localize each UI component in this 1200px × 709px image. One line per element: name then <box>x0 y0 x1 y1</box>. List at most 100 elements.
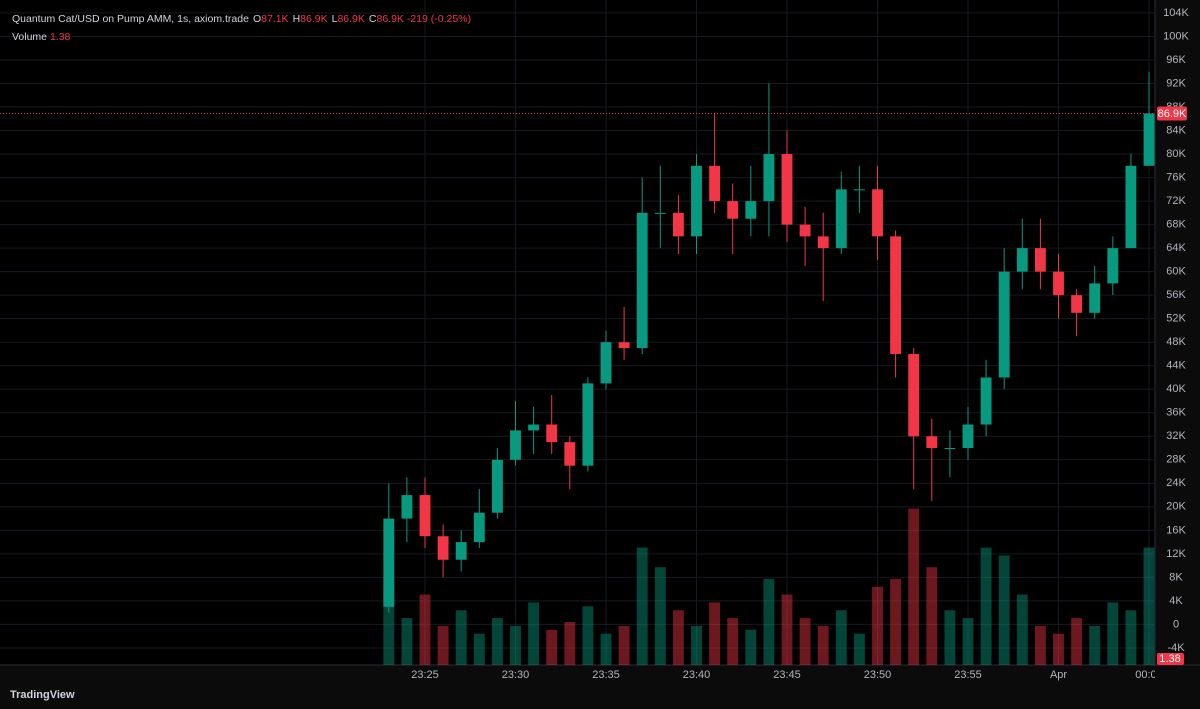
candle-body <box>1143 113 1155 166</box>
y-tick-label: 80K <box>1166 148 1186 160</box>
candle-body <box>1071 295 1083 313</box>
candle-body <box>672 212 684 237</box>
axes: -4K 0 4K 8K 12K 16K 20K 24K 28K 32K 36K 40K 44K 48K 52… <box>1157 7 1190 665</box>
y-tick-label: 76K <box>1166 171 1186 183</box>
volume-bar <box>564 621 576 665</box>
y-tick-label: 52K <box>1166 313 1186 325</box>
candle-body <box>709 165 721 202</box>
y-tick-label: 56K <box>1166 289 1186 301</box>
volume-bar <box>1089 625 1101 665</box>
volume-bar <box>618 625 630 665</box>
candle-body <box>401 495 413 519</box>
last-price-badge <box>1157 106 1187 121</box>
volume-bar <box>636 547 648 665</box>
volume-bar <box>1053 633 1064 665</box>
candle-body <box>691 165 702 237</box>
y-tick-label: 44K <box>1166 360 1186 372</box>
volume-bar <box>1143 547 1155 665</box>
y-tick-label: 84K <box>1166 124 1186 136</box>
x-tick-label: 23:55 <box>954 669 982 681</box>
x-tick-label: 00:05 <box>1135 669 1163 681</box>
candle-body <box>1034 248 1046 272</box>
volume-bar <box>853 633 865 665</box>
candle-body <box>745 201 757 219</box>
ohlc-key: H <box>292 13 301 25</box>
y-tick-label: 40K <box>1166 383 1186 395</box>
time-axis: 23:25 23:30 23:35 23:40 23:45 23:50 23:55 Apr 00… <box>411 669 1163 681</box>
ohlc-value: 86.9K <box>376 13 404 25</box>
volume-row: Volume 1.38 <box>12 28 471 46</box>
candle-body <box>872 189 883 237</box>
candle-body <box>473 512 485 543</box>
candle-body <box>636 212 648 349</box>
volume-bar <box>709 602 721 665</box>
candle-body <box>582 383 594 466</box>
x-tick-label: 23:25 <box>411 669 439 681</box>
y-tick-label: -4K <box>1167 642 1185 654</box>
candle-body <box>546 424 558 443</box>
volume-bar <box>546 629 558 665</box>
candle-body <box>618 342 630 349</box>
volume-bar <box>962 618 974 665</box>
volume-bar <box>763 578 775 665</box>
volume-bar <box>998 555 1010 665</box>
candle-body <box>781 154 793 225</box>
candle-body <box>419 495 431 537</box>
volume-bar <box>1071 618 1083 665</box>
volume-layer <box>383 508 1155 665</box>
volume-bar <box>926 567 938 665</box>
volume-bar <box>1034 625 1046 665</box>
candle-body <box>1053 271 1064 296</box>
volume-value: 1.38 <box>49 31 71 43</box>
x-tick-label: 23:50 <box>864 669 892 681</box>
symbol: Quantum Cat/USD on Pump AMM, 1s, axiom.t… <box>12 13 249 25</box>
ohlc-key: L <box>331 13 338 25</box>
ohlc-value: 87.1K <box>261 13 289 25</box>
volume-bar <box>654 567 666 665</box>
volume-bar <box>600 633 612 665</box>
candle-body <box>727 201 739 219</box>
ohlc-key: O <box>252 13 262 25</box>
volume-bar <box>437 625 449 665</box>
ohlc-value: 86.9K <box>300 13 328 25</box>
volume-bar <box>944 610 956 665</box>
volume-bar <box>455 610 467 665</box>
volume-bar <box>1125 610 1137 665</box>
candle-body <box>944 448 956 450</box>
candle-layer <box>0 71 1155 613</box>
x-tick-label: 23:35 <box>592 669 620 681</box>
candle-body <box>654 212 666 214</box>
y-tick-label: 104K <box>1163 7 1189 19</box>
candle-body <box>383 518 395 607</box>
candle-body <box>817 236 829 249</box>
volume-bar <box>510 625 521 665</box>
x-tick-label: Apr <box>1050 669 1067 681</box>
volume-bar <box>419 594 431 665</box>
y-tick-label: 16K <box>1166 524 1186 536</box>
legend: Quantum Cat/USD on Pump AMM, 1s, axiom.t… <box>12 10 471 46</box>
y-tick-label: 8K <box>1169 571 1183 583</box>
y-tick-label: 24K <box>1166 477 1186 489</box>
x-tick-label: 23:40 <box>683 669 711 681</box>
candle-body <box>890 236 902 354</box>
last-price-label: 86.9K <box>1158 108 1187 120</box>
candle-body <box>1107 248 1119 284</box>
candle-body <box>600 342 612 384</box>
ohlc-value: 86.9K <box>337 13 365 25</box>
brand: TradingView <box>10 689 75 701</box>
volume-bar <box>691 625 702 665</box>
ohlc: O87.1K H86.9K L86.9K C86.9K <box>249 13 404 25</box>
y-tick-label: 20K <box>1166 501 1186 513</box>
y-tick-label: 92K <box>1166 77 1186 89</box>
y-tick-label: 32K <box>1166 430 1186 442</box>
y-tick-label: 28K <box>1166 454 1186 466</box>
y-tick-label: 60K <box>1166 266 1186 278</box>
candle-body <box>763 154 775 202</box>
candle-body <box>1089 283 1101 313</box>
volume-bar <box>1016 594 1028 665</box>
volume-bar <box>582 606 594 665</box>
volume-label: Volume <box>12 31 48 43</box>
volume-bar <box>980 547 992 665</box>
candle-body <box>1125 165 1137 249</box>
